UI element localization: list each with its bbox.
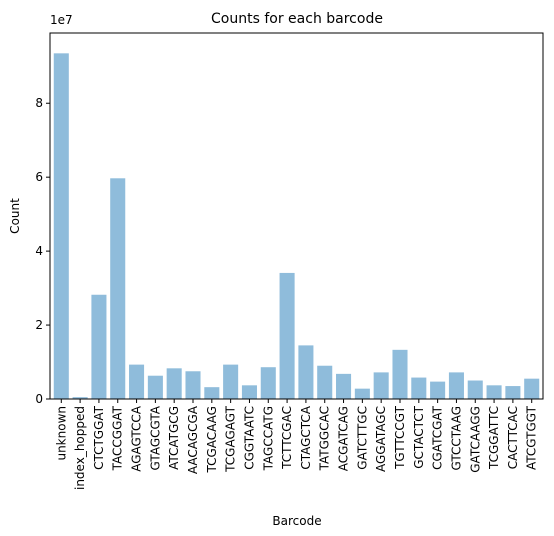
- y-tick-label: 0: [35, 392, 43, 406]
- x-tick-label: TAGCCATG: [261, 406, 275, 471]
- x-tick-label: TGTTCCGT: [393, 405, 407, 470]
- bar-gtcctaag: [448, 372, 464, 399]
- x-tick-label: GCTACTCT: [412, 405, 426, 468]
- bar-gctactct: [411, 377, 427, 399]
- bar-aggatagc: [373, 372, 389, 399]
- x-tick-label: CTAGCTCA: [299, 405, 313, 469]
- bar-aacagcga: [185, 371, 201, 399]
- x-tick-label: ACGATCAG: [337, 406, 351, 471]
- x-tick-label: GTCCTAAG: [449, 406, 463, 471]
- x-tick-label: TCTTCGAC: [280, 406, 294, 470]
- bar-atcatgcg: [166, 368, 182, 399]
- bar-gatcttgc: [354, 388, 370, 399]
- x-tick-label: GATCTTGC: [355, 406, 369, 470]
- y-tick-label: 8: [35, 96, 43, 110]
- plot-frame: [49, 32, 544, 400]
- x-tick-label: TCGACAAG: [205, 406, 219, 474]
- bar-tagccatg: [260, 367, 276, 399]
- bar-tgttccgt: [392, 349, 408, 399]
- bar-cacttcac: [505, 386, 521, 399]
- bar-cggtaatc: [241, 385, 257, 399]
- bar-gatcaagg: [467, 380, 483, 399]
- x-tick-label: unknown: [54, 406, 68, 461]
- x-tick-label: AGAGTCCA: [130, 405, 144, 472]
- x-axis-ticks: unknown index_hopped CTCTGGAT TACCGGAT AGAGT…: [54, 399, 539, 490]
- x-tick-label: index_hopped: [73, 406, 87, 490]
- bar-tcgacaag: [204, 387, 220, 399]
- x-tick-label: ATCGTGGT: [525, 405, 539, 470]
- bar-tcttcgac: [279, 272, 295, 399]
- bar-tatggcac: [317, 365, 333, 399]
- bar-unknown: [53, 53, 69, 399]
- bar-ctctggat: [91, 294, 107, 399]
- bar-tcgagagt: [223, 364, 239, 399]
- x-tick-label: CGATCGAT: [431, 405, 445, 470]
- bar-ctagctca: [298, 345, 314, 399]
- x-tick-label: AACAGCGA: [186, 405, 200, 474]
- y-axis-ticks: 0 2 4 6 8: [35, 96, 50, 406]
- x-tick-label: TCGGATTC: [487, 406, 501, 470]
- x-tick-label: TACCGGAT: [111, 405, 125, 471]
- x-tick-label: CGGTAATC: [242, 406, 256, 470]
- bar-index-hopped: [72, 397, 88, 399]
- bar-taccggat: [110, 178, 126, 399]
- bar-acgatcag: [336, 373, 352, 399]
- bar-agagtcca: [129, 364, 145, 399]
- y-axis-offset-label: 1e7: [50, 13, 73, 27]
- chart-title: Counts for each barcode: [211, 11, 383, 27]
- bar-gtagcgta: [147, 375, 163, 399]
- x-tick-label: TATGGCAC: [318, 406, 332, 471]
- y-tick-label: 6: [35, 170, 43, 184]
- x-tick-label: GTAGCGTA: [148, 405, 162, 470]
- bar-tcggattc: [486, 385, 502, 399]
- bar-atcgtggt: [524, 378, 540, 399]
- x-axis-title: Barcode: [272, 514, 321, 528]
- x-tick-label: AGGATAGC: [374, 406, 388, 472]
- x-tick-label: CACTTCAC: [506, 406, 520, 469]
- y-tick-label: 2: [35, 318, 43, 332]
- x-tick-label: TCGAGAGT: [224, 405, 238, 472]
- x-tick-label: GATCAAGG: [468, 406, 482, 473]
- bar-cgatcgat: [430, 381, 446, 399]
- bars-group: [53, 53, 540, 399]
- y-axis-title: Count: [8, 198, 22, 234]
- y-tick-label: 4: [35, 244, 43, 258]
- x-tick-label: CTCTGGAT: [92, 405, 106, 470]
- x-tick-label: ATCATGCG: [167, 406, 181, 470]
